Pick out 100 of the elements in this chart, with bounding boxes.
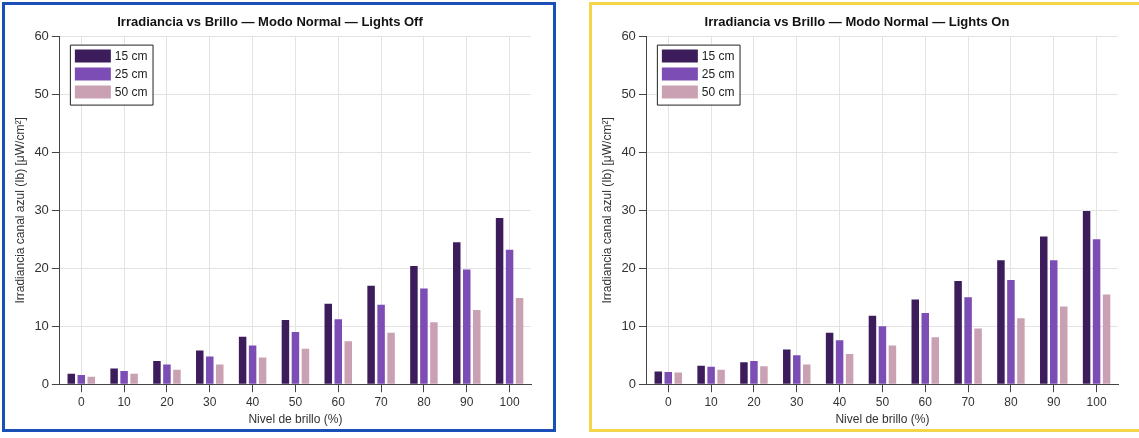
bar bbox=[674, 372, 683, 384]
y-tick-label: 20 bbox=[621, 259, 636, 275]
bar bbox=[760, 366, 768, 384]
bar bbox=[153, 361, 161, 384]
y-tick-label: 10 bbox=[621, 317, 636, 333]
bar bbox=[1082, 210, 1091, 384]
bar bbox=[1007, 279, 1015, 384]
bar bbox=[997, 260, 1005, 384]
y-tick-label: 10 bbox=[34, 317, 49, 333]
x-tick-label: 100 bbox=[1086, 394, 1107, 409]
bar bbox=[505, 249, 514, 384]
bar bbox=[911, 299, 920, 384]
bar bbox=[825, 332, 834, 384]
bar bbox=[324, 303, 333, 384]
y-axis-title: Irradiancia canal azul (Ib) [μW/cm²] bbox=[599, 117, 614, 304]
y-axis-title: Irradiancia canal azul (Ib) [μW/cm²] bbox=[12, 117, 27, 304]
y-tick-label: 60 bbox=[34, 28, 49, 44]
x-tick-label: 70 bbox=[961, 394, 976, 409]
x-tick-label: 10 bbox=[704, 394, 719, 409]
bar bbox=[410, 266, 418, 384]
bar bbox=[707, 366, 715, 384]
legend-label: 25 cm bbox=[114, 67, 148, 82]
bar bbox=[87, 376, 96, 384]
chart-title: Irradiancia vs Brillo — Modo Normal — Lights On bbox=[704, 14, 1010, 30]
y-tick-label: 60 bbox=[621, 28, 636, 44]
y-tick-label: 30 bbox=[34, 201, 49, 217]
bar bbox=[377, 304, 385, 384]
bar bbox=[473, 310, 481, 384]
x-tick-label: 90 bbox=[460, 394, 474, 409]
x-tick-label: 60 bbox=[331, 394, 346, 409]
legend-label: 25 cm bbox=[701, 67, 735, 82]
bar bbox=[301, 348, 310, 384]
bar bbox=[921, 312, 930, 384]
bar bbox=[835, 340, 844, 384]
bar bbox=[387, 332, 395, 384]
bar bbox=[367, 285, 375, 384]
y-tick-label: 40 bbox=[34, 144, 49, 160]
bar bbox=[783, 349, 791, 384]
y-tick-label: 50 bbox=[34, 86, 49, 102]
legend-label: 15 cm bbox=[114, 49, 148, 64]
bar bbox=[717, 369, 725, 384]
bar bbox=[803, 364, 811, 384]
y-tick-label: 20 bbox=[34, 259, 49, 275]
bar bbox=[238, 336, 247, 384]
bar bbox=[888, 345, 897, 384]
bar bbox=[344, 341, 352, 384]
bar bbox=[110, 368, 118, 384]
x-tick-label: 40 bbox=[245, 394, 260, 409]
bar bbox=[163, 364, 171, 384]
y-tick-label: 50 bbox=[621, 86, 636, 102]
y-tick-label: 0 bbox=[41, 375, 49, 391]
bar bbox=[878, 326, 887, 384]
bar bbox=[281, 319, 290, 384]
bar bbox=[463, 269, 471, 384]
bar bbox=[130, 373, 138, 384]
x-tick-label: 100 bbox=[499, 394, 520, 409]
bar bbox=[964, 297, 972, 384]
x-tick-label: 80 bbox=[417, 394, 431, 409]
x-tick-label: 20 bbox=[747, 394, 761, 409]
bar bbox=[420, 288, 428, 384]
x-axis-title: Nivel de brillo (%) bbox=[248, 412, 343, 427]
bar bbox=[868, 315, 877, 384]
bar bbox=[1092, 239, 1101, 384]
bar bbox=[515, 297, 524, 384]
bar bbox=[845, 354, 854, 384]
x-tick-label: 70 bbox=[374, 394, 389, 409]
bar bbox=[291, 332, 300, 384]
legend-label: 50 cm bbox=[701, 85, 735, 100]
bar bbox=[248, 345, 257, 384]
bar bbox=[954, 281, 962, 384]
x-tick-label: 0 bbox=[664, 394, 672, 409]
bar bbox=[77, 374, 86, 384]
x-tick-label: 60 bbox=[918, 394, 933, 409]
bar bbox=[258, 357, 267, 384]
bar bbox=[1050, 260, 1058, 384]
x-tick-label: 80 bbox=[1004, 394, 1018, 409]
bar bbox=[697, 365, 705, 384]
legend-label: 15 cm bbox=[701, 49, 735, 64]
bar bbox=[173, 369, 181, 384]
bar bbox=[1102, 294, 1111, 384]
x-tick-label: 40 bbox=[832, 394, 847, 409]
bar bbox=[740, 362, 748, 384]
y-tick-label: 0 bbox=[628, 375, 636, 391]
y-tick-label: 30 bbox=[621, 201, 636, 217]
bar bbox=[1017, 318, 1025, 384]
bar bbox=[750, 361, 758, 384]
chart-title: Irradiancia vs Brillo — Modo Normal — Lights Off bbox=[117, 14, 424, 30]
x-tick-label: 10 bbox=[117, 394, 132, 409]
bar bbox=[931, 337, 939, 384]
bar bbox=[664, 372, 673, 384]
y-tick-label: 40 bbox=[621, 144, 636, 160]
bar bbox=[334, 319, 343, 384]
x-tick-label: 50 bbox=[875, 394, 890, 409]
bar bbox=[120, 370, 128, 384]
bar bbox=[430, 322, 438, 384]
x-tick-label: 30 bbox=[790, 394, 804, 409]
bar bbox=[67, 373, 76, 384]
bar bbox=[1060, 306, 1068, 384]
x-tick-label: 90 bbox=[1047, 394, 1061, 409]
bar bbox=[1040, 236, 1048, 384]
